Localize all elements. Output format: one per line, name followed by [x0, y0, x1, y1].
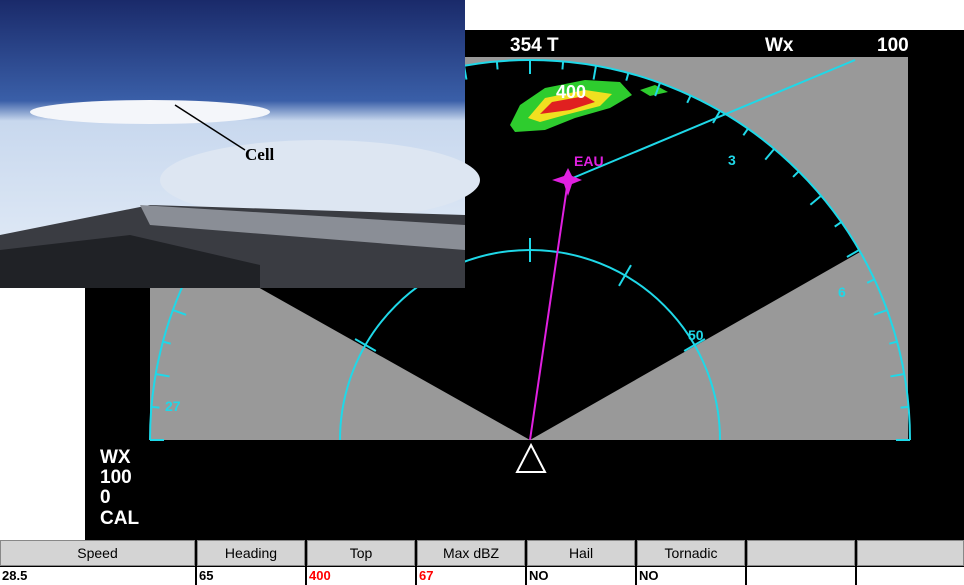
aircraft-symbol: [515, 442, 547, 473]
column-header: [857, 540, 964, 566]
waypoint-label: EAU: [574, 153, 604, 169]
bearing-label: 3: [728, 152, 736, 168]
cell-value: [747, 567, 855, 585]
cell-top-label: 400: [556, 82, 586, 102]
tick: [889, 340, 898, 345]
column-header: [747, 540, 855, 566]
tick: [561, 61, 565, 70]
track-line: [529, 179, 569, 441]
tick: [162, 340, 171, 345]
heading: 354 T: [510, 35, 559, 56]
cell-value: [857, 567, 964, 585]
column-header: Max dBZ: [417, 540, 525, 566]
tick: [890, 373, 905, 378]
tick: [742, 128, 749, 136]
tick: [834, 221, 842, 228]
status-line: CAL: [100, 508, 139, 529]
cell-value: NO: [527, 567, 635, 585]
radar-display: EAU 400 50 3 6 27 354 T Wx 100 WX 100 0 …: [0, 0, 964, 540]
tick: [625, 72, 630, 81]
tick: [495, 61, 499, 70]
status-line: WX: [100, 447, 131, 468]
tick: [846, 249, 860, 258]
cell-value: NO: [637, 567, 745, 585]
tick: [172, 309, 187, 316]
tick: [873, 309, 888, 316]
column-header: Speed: [0, 540, 195, 566]
status-line: 100: [100, 467, 132, 488]
cell-value: 65: [197, 567, 305, 585]
bearing-label: 6: [838, 284, 846, 300]
course-line: [567, 59, 856, 181]
range: 100: [877, 35, 909, 56]
cell-value: 400: [307, 567, 415, 585]
column-header: Top: [307, 540, 415, 566]
tick: [809, 194, 822, 206]
photo-label: Cell: [245, 145, 275, 164]
mode: Wx: [765, 35, 794, 56]
tick: [354, 338, 377, 352]
cell-value: 67: [417, 567, 525, 585]
weather-cell: [510, 80, 668, 132]
column-header: Heading: [197, 540, 305, 566]
waypoint-symbol: [552, 168, 582, 196]
status-line: 0: [100, 487, 111, 508]
tick: [155, 373, 170, 378]
tick: [686, 95, 692, 104]
tick: [792, 170, 800, 178]
tick: [654, 82, 661, 97]
data-table: Speed 28.5 Heading 65 Top 400 Max dBZ 67 Hail NO T…: [0, 540, 964, 585]
range-label: 50: [688, 327, 704, 343]
tick: [683, 338, 706, 352]
tick: [866, 278, 875, 284]
tick: [900, 405, 909, 409]
cell-value: 28.5: [0, 567, 195, 585]
tick: [151, 405, 160, 409]
column-header: Tornadic: [637, 540, 745, 566]
tick: [764, 148, 776, 161]
column-header: Hail: [527, 540, 635, 566]
bearing-label: 27: [165, 398, 181, 414]
tick: [592, 65, 597, 80]
cockpit-photo: Cell: [0, 0, 480, 288]
tick: [618, 264, 632, 287]
